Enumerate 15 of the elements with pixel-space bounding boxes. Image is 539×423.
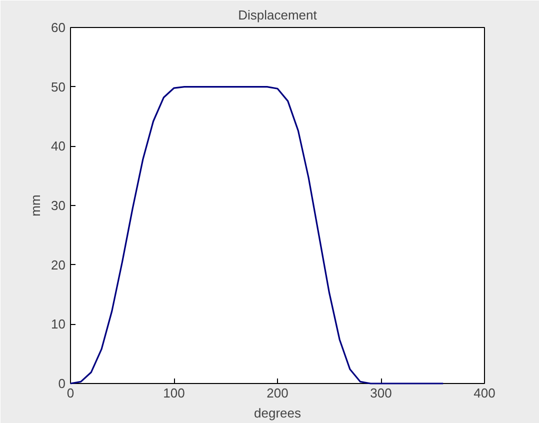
x-tick-label: 100 <box>163 386 185 400</box>
y-tick-label: 50 <box>51 79 66 94</box>
y-tick-label: 30 <box>51 198 66 213</box>
line-series <box>70 86 444 384</box>
y-tick-label: 0 <box>58 376 66 391</box>
y-tick-label: 20 <box>51 257 66 272</box>
y-tick-label: 40 <box>51 138 66 154</box>
x-tick-label: 400 <box>474 386 496 400</box>
x-tick-label: 300 <box>370 386 392 400</box>
chart-title: Displacement <box>238 8 318 22</box>
y-tick-label: 10 <box>51 316 66 332</box>
y-tick-label: 60 <box>51 20 66 35</box>
x-axis-title: degrees <box>254 406 302 420</box>
x-tick-label: 200 <box>266 386 288 400</box>
y-axis-title: mm <box>28 194 44 216</box>
